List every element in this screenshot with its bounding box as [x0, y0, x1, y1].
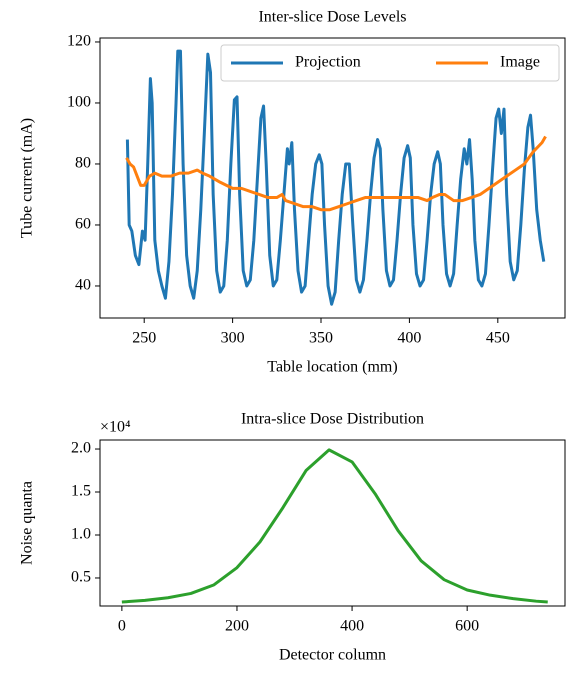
- x-axis-label: Detector column: [279, 647, 386, 664]
- x-tick-label: 400: [397, 330, 421, 347]
- y-tick-label: 100: [67, 94, 91, 111]
- x-tick-label: 300: [221, 330, 245, 347]
- x-tick-label: 600: [455, 618, 479, 635]
- data-line: [121, 448, 548, 604]
- x-tick-label: 200: [225, 618, 249, 635]
- y-axis-label: Noise quanta: [19, 481, 36, 565]
- y-tick-label: 2.0: [71, 440, 91, 457]
- y-tick-label: 40: [75, 277, 91, 294]
- y-tick-label: 1.0: [71, 526, 91, 543]
- legend-box: [220, 44, 560, 82]
- y-tick-label: 120: [67, 33, 91, 50]
- data-line: [125, 135, 547, 212]
- legend-label: Projection: [295, 54, 361, 71]
- y-tick-label: 80: [75, 155, 91, 172]
- y-tick-label: 0.5: [71, 569, 91, 586]
- data-line: [125, 49, 546, 306]
- chart-title: Intra-slice Dose Distribution: [241, 411, 424, 428]
- x-tick-label: 0: [118, 618, 126, 635]
- axes-frame: [99, 439, 566, 607]
- x-tick-label: 250: [132, 330, 156, 347]
- y-tick-label: 60: [75, 216, 91, 233]
- axes-frame: [99, 37, 566, 319]
- x-tick-label: 350: [309, 330, 333, 347]
- x-tick-label: 450: [486, 330, 510, 347]
- offset-label: ×10⁴: [100, 419, 131, 436]
- x-tick-label: 400: [340, 618, 364, 635]
- chart-title: Inter-slice Dose Levels: [258, 9, 406, 26]
- y-tick-label: 1.5: [71, 483, 91, 500]
- x-axis-label: Table location (mm): [267, 359, 397, 376]
- y-axis-label: Tube current (mA): [19, 118, 36, 238]
- legend-label: Image: [500, 54, 540, 71]
